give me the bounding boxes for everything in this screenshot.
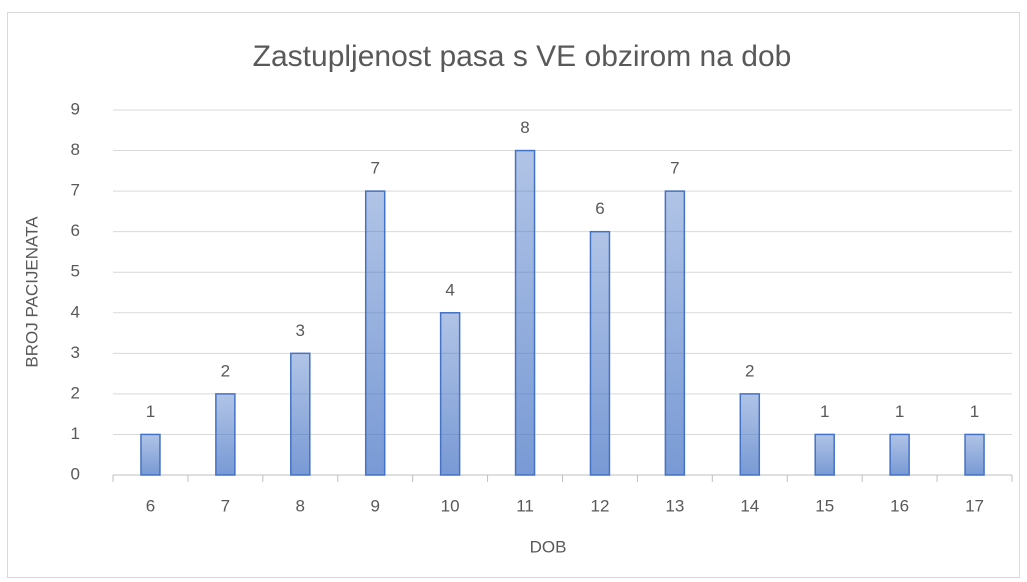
bar: [889, 433, 910, 476]
y-tick-label: 4: [71, 302, 80, 321]
bar: [140, 433, 161, 476]
x-tick-label: 11: [516, 496, 534, 515]
bar: [589, 230, 611, 476]
x-tick-label: 7: [221, 496, 230, 515]
data-label: 8: [520, 118, 529, 137]
data-label: 4: [445, 280, 454, 299]
x-tick-label: 6: [146, 496, 155, 515]
bar: [964, 433, 985, 476]
y-tick-label: 9: [71, 99, 80, 118]
x-tick-label: 16: [890, 496, 909, 515]
x-tick-label: 13: [665, 496, 684, 515]
y-tick-label: 7: [71, 181, 80, 200]
bar: [739, 393, 761, 476]
data-label: 2: [745, 361, 754, 380]
data-label: 1: [970, 402, 979, 421]
data-label: 7: [670, 159, 679, 178]
x-tick-label: 12: [590, 496, 609, 515]
data-label: 1: [895, 402, 904, 421]
x-tick-label: 8: [296, 496, 305, 515]
y-tick-label: 8: [71, 140, 80, 159]
chart-border: [7, 12, 1020, 578]
bar: [664, 190, 686, 476]
data-label: 6: [595, 199, 604, 218]
y-tick-label: 6: [71, 221, 80, 240]
data-label: 1: [820, 402, 829, 421]
y-tick-label: 1: [71, 424, 80, 443]
data-label: 7: [370, 159, 379, 178]
chart-title: Zastupljenost pasa s VE obzirom na dob: [253, 40, 792, 73]
y-tick-label: 2: [71, 383, 80, 402]
y-tick-label: 0: [71, 464, 80, 483]
x-tick-label: 17: [965, 496, 984, 515]
bar: [290, 352, 311, 476]
x-tick-label: 10: [441, 496, 460, 515]
y-axis-title: BROJ PACIJENATA: [22, 216, 41, 368]
bar: [814, 433, 835, 476]
x-tick-label: 9: [370, 496, 379, 515]
data-label: 2: [221, 361, 230, 380]
bar: [439, 312, 461, 476]
bar: [364, 190, 386, 476]
y-tick-label: 5: [71, 262, 80, 281]
x-tick-label: 15: [815, 496, 834, 515]
y-tick-label: 3: [71, 343, 80, 362]
data-label: 3: [296, 321, 305, 340]
x-tick-label: 14: [740, 496, 759, 515]
data-label: 1: [146, 402, 155, 421]
bar: [215, 393, 236, 476]
bar: [514, 149, 536, 476]
x-axis-title: DOB: [530, 537, 567, 556]
